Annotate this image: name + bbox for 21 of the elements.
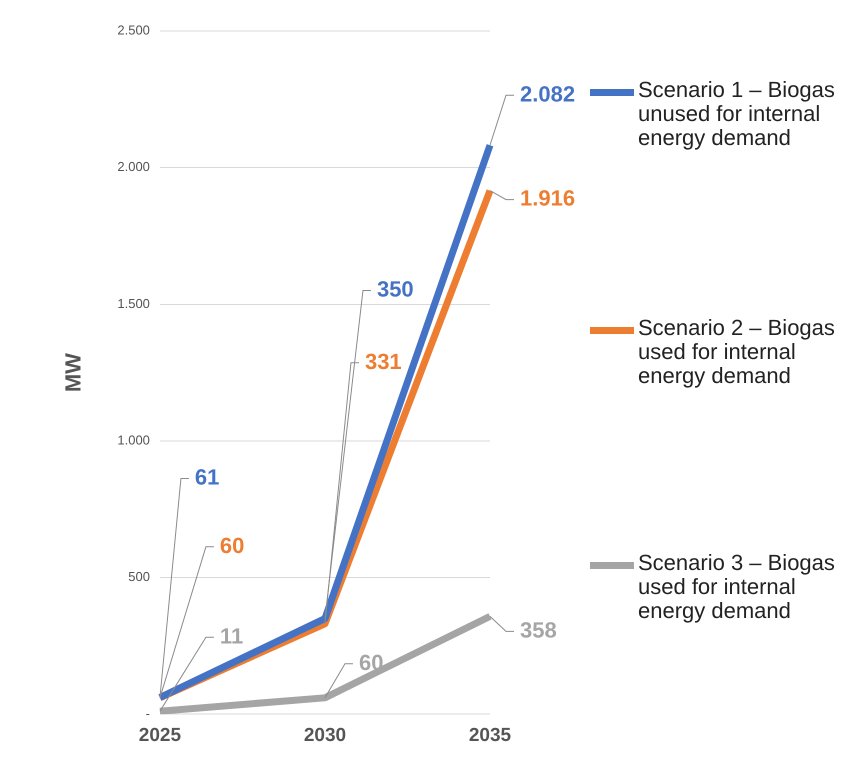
data-label: 350 xyxy=(376,276,414,302)
y-tick-label: 1.500 xyxy=(117,296,150,311)
y-tick-label: 500 xyxy=(128,569,150,584)
y-tick-label: 2.000 xyxy=(117,159,150,174)
legend-label: Scenario 1 – Biogas unused for internal energy demand xyxy=(638,77,836,150)
x-tick-label: 2035 xyxy=(468,724,512,746)
data-label: 2.082 xyxy=(520,81,576,106)
x-tick-label: 2030 xyxy=(304,724,346,746)
data-label: 331 xyxy=(364,348,402,374)
x-tick-label: 2025 xyxy=(138,724,182,746)
y-tick-label: 2.500 xyxy=(117,22,150,38)
data-label: 61 xyxy=(194,464,220,490)
y-tick-label: - xyxy=(146,706,150,721)
data-label: 11 xyxy=(220,623,244,648)
legend-label: Scenario 2 – Biogas used for internal energy demand xyxy=(638,315,836,388)
y-axis-title: MW xyxy=(60,352,86,392)
data-label: 60 xyxy=(220,532,244,558)
data-label: 1.916 xyxy=(520,186,576,211)
data-label: 358 xyxy=(520,617,557,642)
y-tick-label: 1.000 xyxy=(117,432,150,448)
legend-label: Scenario 3 – Biogas used for internal energy demand xyxy=(638,550,836,623)
